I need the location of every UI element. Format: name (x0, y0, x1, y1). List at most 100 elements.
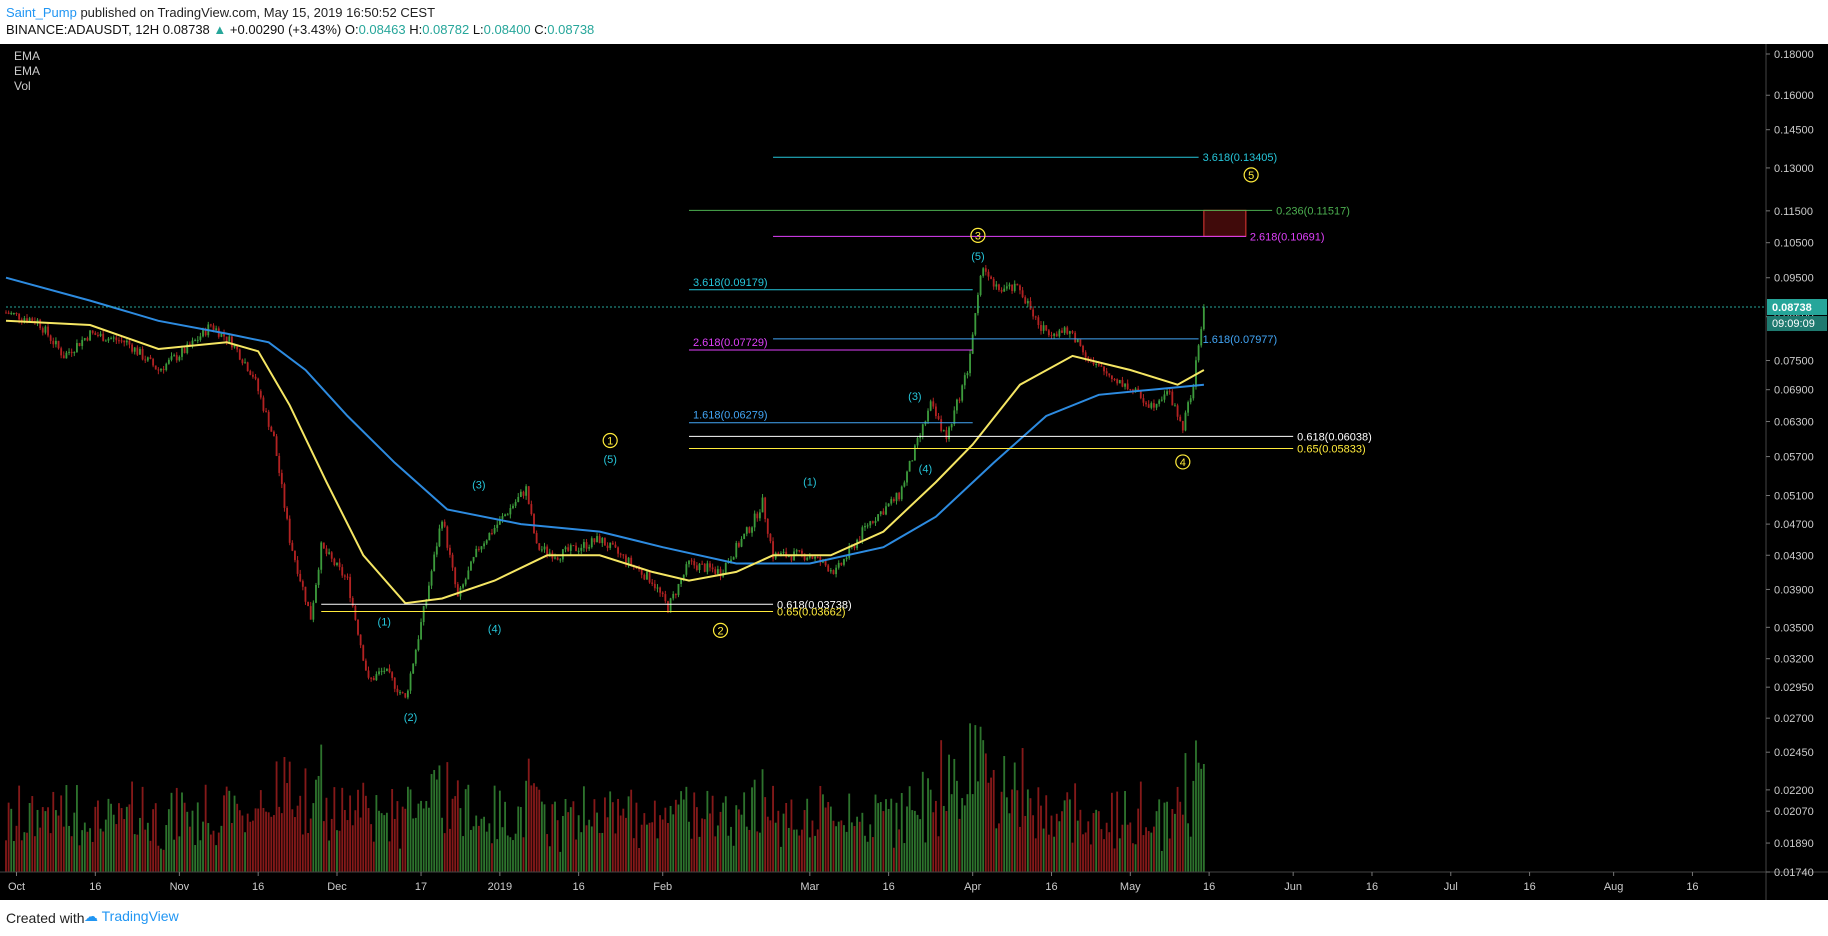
volume-bar (125, 806, 128, 872)
volume-bar (911, 810, 914, 872)
volume-bar (677, 804, 680, 872)
candle (604, 537, 606, 546)
tradingview-logo[interactable]: ☁ TradingView (84, 908, 179, 924)
volume-bar (680, 791, 683, 872)
volume-bar (94, 806, 97, 872)
candle (1008, 282, 1011, 290)
volume-bar (780, 846, 782, 872)
legend-volume[interactable]: Vol (14, 79, 31, 93)
volume-bar (900, 793, 903, 872)
candle (672, 591, 675, 601)
volume-bar (102, 831, 105, 872)
candle (1034, 315, 1037, 321)
wave-circle (1175, 454, 1191, 470)
candle (336, 562, 338, 567)
volume-bar (840, 820, 843, 872)
chart-area[interactable]: 0.618(0.03738) 0.65(0.03662) 1.618(0.06279… (0, 44, 1828, 900)
candle (315, 582, 317, 604)
volume-bar (47, 807, 49, 872)
volume-bar (26, 832, 28, 872)
candle (280, 469, 283, 489)
candle (827, 563, 830, 572)
volume-bar (569, 807, 572, 872)
candle (1158, 398, 1161, 407)
candle (829, 567, 832, 574)
candle (535, 530, 538, 544)
candle (1063, 326, 1066, 335)
volume-bar (1000, 791, 1003, 872)
candle (451, 552, 454, 571)
candle (661, 591, 664, 598)
volume-bar (969, 723, 971, 872)
wave-label: 2 (717, 625, 723, 637)
x-tick-label: Mar (800, 881, 819, 893)
candle (1166, 388, 1168, 396)
volume-bar (1071, 842, 1074, 872)
y-tick-label: 0.18000 (1774, 49, 1814, 61)
candle (52, 337, 55, 348)
candle (940, 415, 943, 433)
candle (341, 564, 344, 578)
volume-bar (829, 806, 832, 872)
volume-bar (832, 820, 835, 872)
candle (70, 348, 73, 357)
candle (322, 542, 325, 549)
volume-bar (864, 835, 866, 872)
candle (120, 336, 123, 344)
volume-bar (196, 802, 199, 872)
volume-bar (73, 812, 76, 872)
volume-bar (270, 816, 273, 872)
candle (270, 425, 273, 432)
volume-bar (669, 805, 672, 872)
candle (375, 671, 378, 681)
volume-bar (1187, 823, 1190, 872)
candle (601, 537, 604, 547)
candle (785, 547, 788, 559)
candle (512, 503, 514, 510)
volume-bar (173, 839, 176, 872)
candle (703, 562, 706, 573)
price-chart[interactable]: 0.618(0.03738)0.65(0.03662) 1.618(0.06279… (0, 44, 1828, 900)
volume-bar (690, 838, 693, 872)
symbol-label[interactable]: BINANCE:ADAUSDT, 12H (6, 22, 160, 37)
open-label: O: (344, 22, 359, 37)
volume-bar (312, 803, 315, 872)
author-link[interactable]: Saint_Pump (6, 5, 77, 20)
volume-bar (961, 798, 964, 872)
volume-bar (535, 786, 538, 872)
volume-bar (977, 781, 979, 872)
volume-bar (139, 817, 141, 872)
legend-ema-fast[interactable]: EMA (14, 49, 40, 63)
volume-bar (706, 790, 709, 872)
volume-bar (777, 810, 780, 872)
candle (688, 560, 690, 568)
volume-bar (903, 843, 906, 872)
volume-bar (333, 787, 336, 872)
target-zone-box[interactable] (1203, 209, 1247, 237)
candle (102, 330, 105, 342)
volume-bar (451, 798, 454, 872)
candle (864, 522, 866, 531)
candle (480, 546, 483, 553)
volume-bar (1013, 762, 1016, 872)
candle (238, 348, 241, 361)
candle (506, 512, 509, 516)
x-tick-label: Apr (964, 881, 981, 893)
candle (969, 350, 971, 377)
volume-bar (33, 836, 36, 872)
volume-bar (701, 818, 704, 872)
candle (160, 368, 162, 373)
candle (294, 550, 296, 563)
candle (1050, 331, 1053, 339)
volume-bar (871, 837, 874, 872)
candle (317, 567, 320, 588)
y-tick-label: 0.03500 (1774, 622, 1814, 634)
volume-bar (1084, 832, 1087, 872)
candle (651, 578, 654, 587)
volume-bar (953, 758, 956, 872)
legend-ema-slow[interactable]: EMA (14, 64, 40, 78)
created-with-text: Created with (6, 910, 85, 926)
volume-bar (162, 849, 165, 872)
volume-bar (110, 803, 112, 872)
x-tick-label: Feb (653, 881, 672, 893)
